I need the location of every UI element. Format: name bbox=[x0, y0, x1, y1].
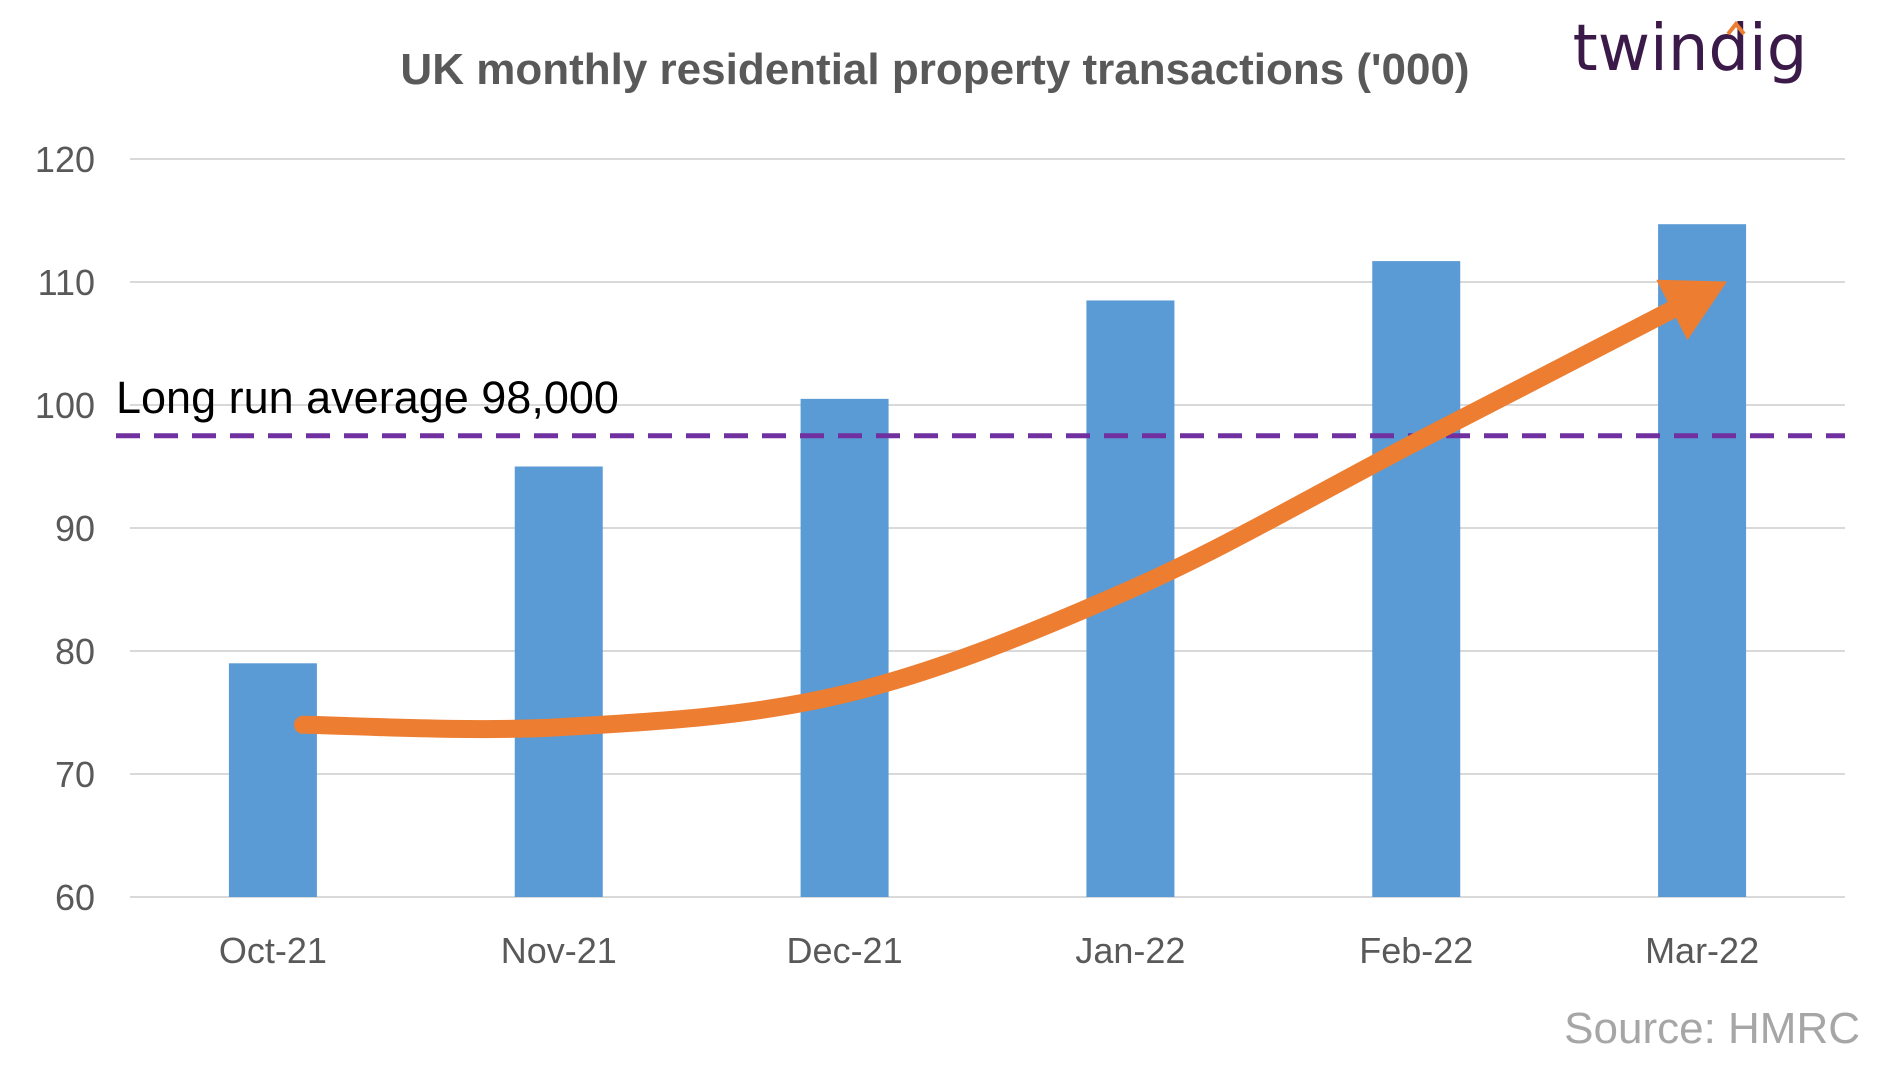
x-tick-label: Mar-22 bbox=[1645, 930, 1759, 971]
y-tick-label: 80 bbox=[55, 631, 95, 672]
bar-dec-21 bbox=[800, 398, 889, 897]
logo-text: twindig bbox=[1573, 12, 1808, 86]
y-tick-label: 90 bbox=[55, 508, 95, 549]
y-tick-label: 60 bbox=[55, 877, 95, 918]
x-tick-label: Feb-22 bbox=[1359, 930, 1473, 971]
gridlines bbox=[130, 158, 1845, 898]
logo-roof-icon bbox=[1726, 20, 1746, 36]
y-axis-ticks: 60 70 80 90 100 110 120 bbox=[35, 139, 95, 918]
bar-mar-22 bbox=[1658, 224, 1747, 897]
y-tick-label: 110 bbox=[38, 262, 95, 303]
y-tick-label: 70 bbox=[55, 754, 95, 795]
trend-arrow bbox=[293, 279, 1727, 739]
chart-title: UK monthly residential property transact… bbox=[400, 45, 1469, 94]
x-tick-label: Nov-21 bbox=[501, 930, 617, 971]
average-line-label: Long run average 98,000 bbox=[116, 372, 619, 423]
trend-curve bbox=[293, 285, 1712, 739]
bar-feb-22 bbox=[1372, 261, 1461, 898]
bar-oct-21 bbox=[228, 663, 317, 897]
x-axis-ticks: Oct-21 Nov-21 Dec-21 Jan-22 Feb-22 Mar-22 bbox=[219, 930, 1759, 971]
y-tick-label: 120 bbox=[35, 139, 95, 180]
x-tick-label: Dec-21 bbox=[787, 930, 903, 971]
y-tick-label: 100 bbox=[35, 385, 95, 426]
bar-nov-21 bbox=[514, 466, 603, 897]
x-tick-label: Jan-22 bbox=[1075, 930, 1185, 971]
source-note: Source: HMRC bbox=[1564, 1004, 1860, 1053]
bars bbox=[228, 224, 1747, 898]
x-tick-label: Oct-21 bbox=[219, 930, 327, 971]
arrow-head-icon bbox=[1656, 279, 1727, 341]
twindig-logo: twindig bbox=[1573, 12, 1808, 86]
